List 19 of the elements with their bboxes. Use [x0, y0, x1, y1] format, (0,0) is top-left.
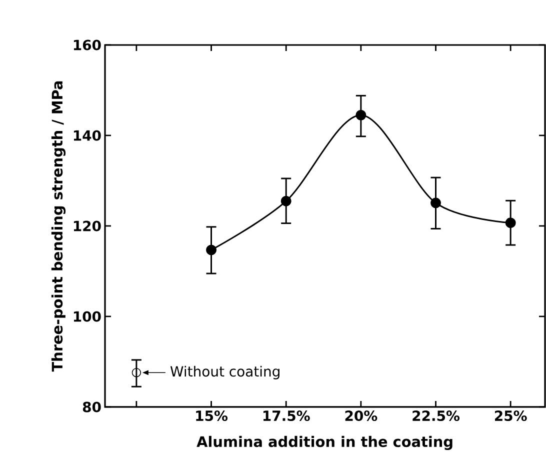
- point: [430, 198, 442, 208]
- point: [505, 218, 516, 228]
- point: [132, 368, 142, 378]
- y-tick-label: 80: [82, 402, 101, 412]
- x-axis-title: Alumina addition in the coating: [196, 436, 452, 450]
- y-tick-label: 120: [74, 220, 101, 232]
- point: [206, 244, 217, 256]
- y-tick-label: 100: [74, 311, 101, 322]
- x-tick-label: 15%: [196, 410, 228, 422]
- point: [356, 110, 366, 120]
- x-tick-label: 20%: [345, 410, 378, 422]
- x-tick-label: 22.5%: [412, 410, 460, 422]
- x-tick-label: 25%: [495, 410, 527, 422]
- x-tick-label: 17.5%: [263, 410, 310, 422]
- y-tick-label: 140: [74, 130, 101, 141]
- point: [280, 196, 292, 206]
- y-tick-label: 160: [74, 40, 101, 50]
- annotation: Without coating: [170, 366, 280, 380]
- y-axis-title: Three-point bending strength / MPa: [51, 81, 66, 372]
